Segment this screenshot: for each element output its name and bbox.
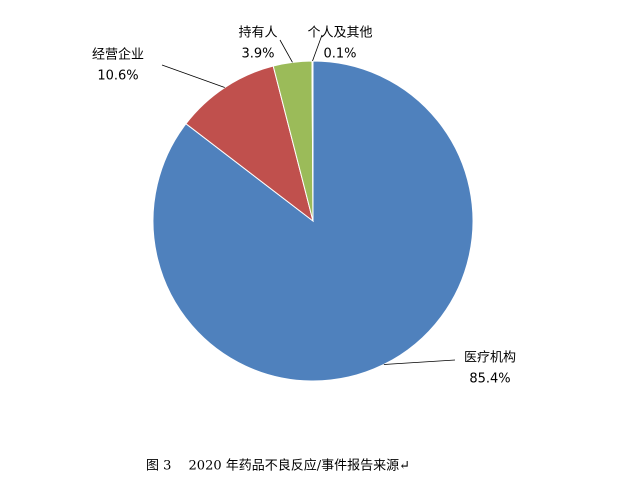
leader-line — [383, 359, 456, 365]
slice-value-label: 85.4% — [469, 372, 510, 387]
slice-label: 医疗机构 — [464, 351, 516, 366]
leader-line — [312, 34, 323, 62]
slice-value-label: 10.6% — [97, 69, 138, 84]
leader-line — [161, 64, 225, 88]
slice-value-label: 0.1% — [323, 47, 356, 62]
pie-slice — [185, 65, 314, 223]
chart-caption: 图 3 2020 年药品不良反应/事件报告来源↵ — [146, 458, 410, 474]
slice-value-label: 3.9% — [241, 47, 274, 62]
slice-label: 经营企业 — [92, 47, 144, 63]
leader-line — [279, 39, 293, 63]
slice-label: 个人及其他 — [307, 26, 372, 41]
slice-label: 持有人 — [238, 26, 277, 41]
